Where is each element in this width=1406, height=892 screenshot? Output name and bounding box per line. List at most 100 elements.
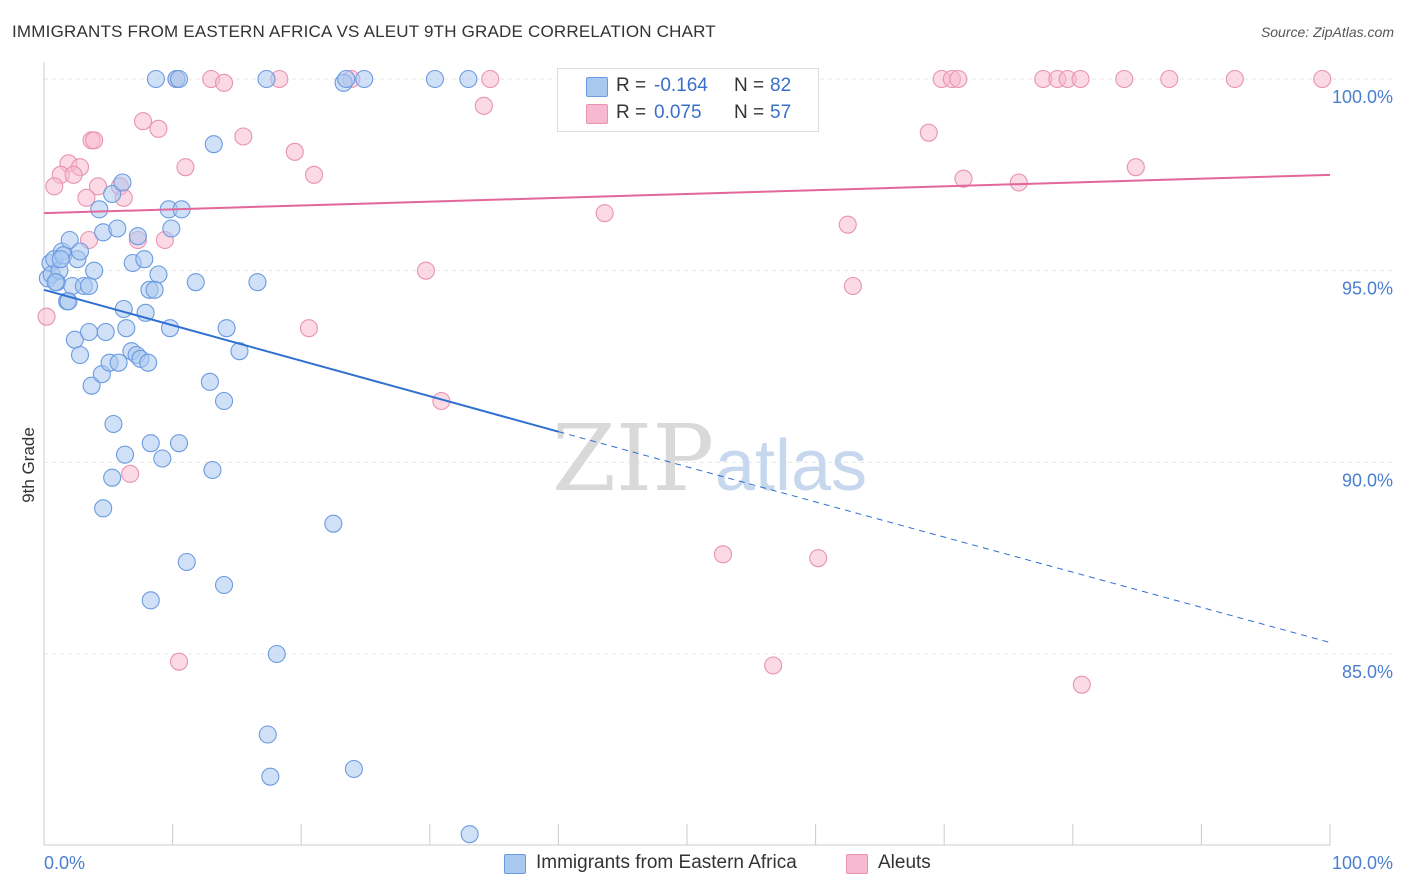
blue-swatch [586,77,608,97]
data-point [145,280,164,299]
chart-title: IMMIGRANTS FROM EASTERN AFRICA VS ALEUT … [12,22,716,41]
data-point [70,345,90,365]
data-point [103,184,122,204]
r-value: -0.164 [654,75,708,96]
data-point [169,69,189,89]
data-point [141,591,160,610]
data-point [1071,69,1090,89]
data-point [169,652,189,671]
data-point [139,353,158,372]
data-point [919,123,938,142]
data-point [214,73,234,92]
data-point [713,545,733,564]
stats-legend: R = -0.164 N = 82 R = 0.075 N = 57 [557,68,819,132]
data-point [176,158,195,177]
data-point [177,552,196,572]
data-point [1160,69,1179,89]
data-point [169,434,189,453]
series-aleuts [37,69,1332,694]
data-point [324,514,343,533]
x-tick-label-max: 100.0% [1332,853,1393,873]
data-point [37,307,56,326]
legend-label: Immigrants from Eastern Africa [536,852,797,873]
data-point [460,825,479,844]
data-point [230,342,249,361]
blue-swatch [504,854,526,874]
data-point [85,261,104,280]
data-point [809,549,828,568]
data-point [204,135,223,154]
y-tick-labels: 85.0% 90.0% 95.0% 100.0% [1332,87,1393,682]
data-point [104,414,123,434]
trend-line-aleuts [43,173,1331,215]
data-point [1115,69,1134,89]
data-point [96,322,115,342]
data-point [595,204,614,223]
data-point [149,265,168,284]
data-point [214,575,234,595]
y-axis-label: 9th Grade [19,427,38,503]
axes [43,62,1331,846]
series-eastern-africa [38,69,479,844]
watermark: ZIP atlas [552,405,867,512]
data-point [261,767,280,786]
data-point [153,449,172,468]
n-label: N = [734,102,765,123]
data-point [203,460,222,480]
data-point [108,219,127,238]
data-point [299,319,318,338]
data-point [1072,675,1091,694]
data-point [1126,158,1145,177]
data-point [82,376,101,395]
data-point [146,69,165,89]
data-point [481,69,500,89]
data-point [234,127,253,146]
data-point [474,96,493,115]
data-point [344,759,363,779]
pink-swatch [586,104,608,124]
data-point [285,142,304,161]
data-point [954,169,973,188]
data-point [764,656,783,675]
trend-line-eastern-africa [43,288,559,433]
data-point [267,644,286,664]
data-point [149,119,168,138]
trend-lines [43,173,1331,643]
n-value: 57 [770,102,792,123]
data-point [85,131,104,150]
data-point [186,273,205,292]
data-point [115,445,135,464]
data-point [355,69,374,89]
data-point [425,69,444,89]
data-point [109,353,128,372]
series-legend: Immigrants from Eastern Africa Aleuts [0,852,1406,878]
data-point [51,250,70,269]
data-point [103,468,122,487]
data-point [200,372,219,391]
trend-line-eastern-africa-projection [558,431,1331,643]
data-point [88,177,108,196]
data-point [117,319,136,338]
data-point [459,69,478,89]
data-point [257,69,276,89]
data-point [248,273,267,292]
data-point [45,177,64,196]
data-point [128,227,147,246]
source-label: Source: ZipAtlas.com [1260,24,1394,40]
data-point [305,165,324,184]
data-point [337,69,356,89]
data-point [79,322,99,342]
data-point [1009,173,1028,192]
data-point [46,273,65,292]
data-point [77,188,96,207]
data-point [217,319,236,338]
data-point [162,219,181,238]
watermark-zip: ZIP [552,405,714,512]
y-tick-label: 90.0% [1342,470,1393,490]
data-point [79,276,99,296]
data-point [141,434,160,453]
watermark-atlas: atlas [715,426,867,506]
data-point [90,200,109,219]
data-point [838,215,857,234]
